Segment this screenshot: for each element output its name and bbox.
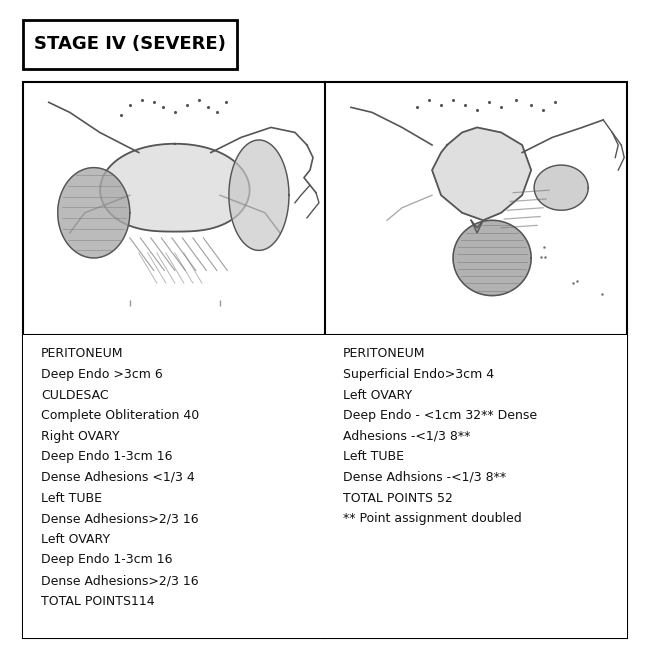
Text: Deep Endo 1-3cm 16: Deep Endo 1-3cm 16: [41, 450, 172, 463]
Text: Deep Endo - <1cm 32** Dense: Deep Endo - <1cm 32** Dense: [343, 409, 538, 422]
Text: Left OVARY: Left OVARY: [343, 389, 412, 401]
Text: Dense Adhsions -<1/3 8**: Dense Adhsions -<1/3 8**: [343, 471, 506, 484]
Text: Deep Endo 1-3cm 16: Deep Endo 1-3cm 16: [41, 553, 172, 567]
Text: Left OVARY: Left OVARY: [41, 533, 110, 545]
Text: Complete Obliteration 40: Complete Obliteration 40: [41, 409, 199, 422]
Text: Right OVARY: Right OVARY: [41, 430, 120, 443]
Text: Dense Adhesions>2/3 16: Dense Adhesions>2/3 16: [41, 512, 198, 525]
FancyBboxPatch shape: [23, 20, 237, 69]
Polygon shape: [471, 220, 483, 233]
Text: STAGE IV (SEVERE): STAGE IV (SEVERE): [34, 36, 226, 53]
Text: Deep Endo >3cm 6: Deep Endo >3cm 6: [41, 368, 162, 381]
Polygon shape: [100, 143, 250, 232]
Polygon shape: [229, 140, 289, 251]
Text: TOTAL POINTS 52: TOTAL POINTS 52: [343, 492, 453, 505]
Text: TOTAL POINTS114: TOTAL POINTS114: [41, 595, 155, 607]
Text: ** Point assignment doubled: ** Point assignment doubled: [343, 512, 522, 525]
Polygon shape: [58, 168, 130, 258]
Text: Adhesions -<1/3 8**: Adhesions -<1/3 8**: [343, 430, 471, 443]
Text: Left TUBE: Left TUBE: [343, 450, 404, 463]
Text: Left TUBE: Left TUBE: [41, 492, 102, 505]
Polygon shape: [534, 165, 588, 211]
Text: PERITONEUM: PERITONEUM: [343, 347, 426, 361]
Text: Dense Adhesions <1/3 4: Dense Adhesions <1/3 4: [41, 471, 194, 484]
Polygon shape: [453, 220, 531, 295]
Text: Dense Adhesions>2/3 16: Dense Adhesions>2/3 16: [41, 574, 198, 587]
Text: CULDESAC: CULDESAC: [41, 389, 109, 401]
Text: Superficial Endo>3cm 4: Superficial Endo>3cm 4: [343, 368, 494, 381]
Text: PERITONEUM: PERITONEUM: [41, 347, 124, 361]
Polygon shape: [432, 128, 531, 220]
FancyBboxPatch shape: [23, 82, 627, 638]
